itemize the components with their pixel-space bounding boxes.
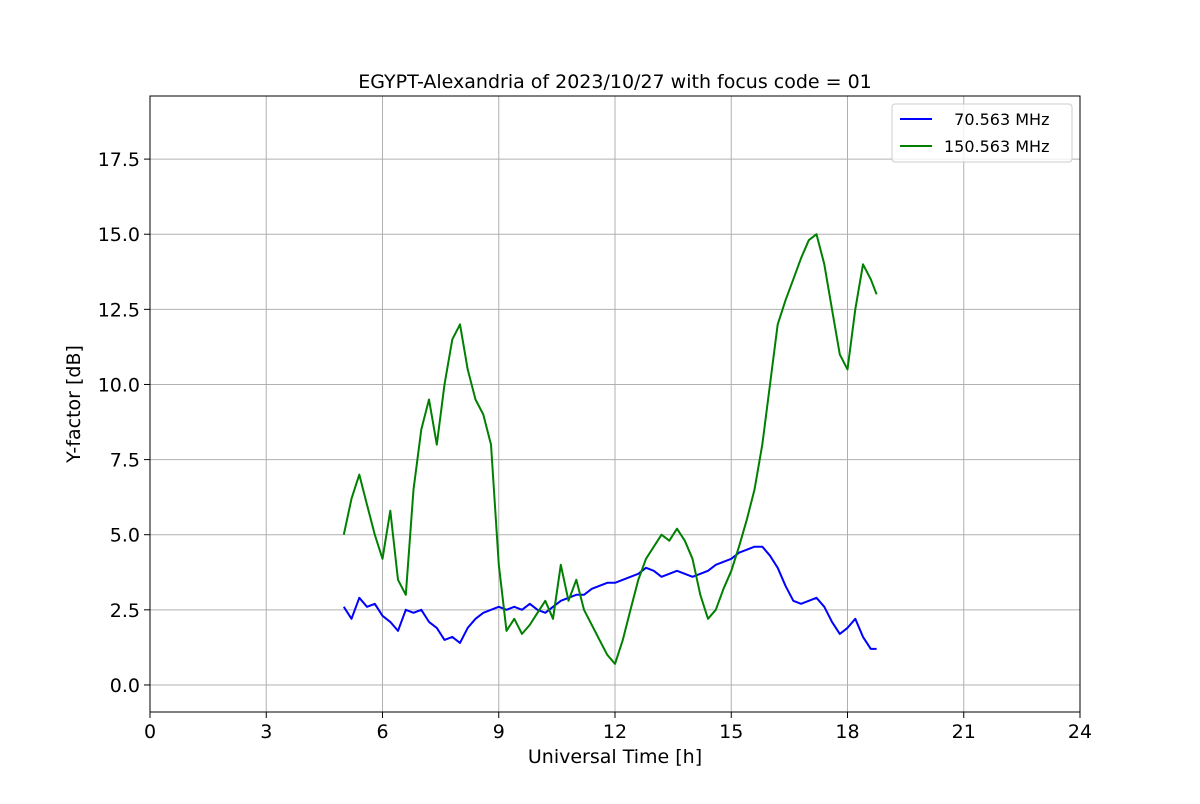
x-tick-label: 3: [260, 721, 272, 743]
x-axis-ticks: 0 3 6 9 12 15 18 21 24: [144, 712, 1092, 743]
legend-box: [891, 103, 1073, 163]
series-line-70mhz: [342, 545, 877, 650]
x-tick-label: 15: [719, 721, 743, 743]
y-tick-label: 0.0: [110, 675, 140, 697]
y-tick-label: 5.0: [110, 525, 140, 547]
chart-title: EGYPT-Alexandria of 2023/10/27 with focu…: [358, 71, 872, 93]
x-tick-label: 9: [493, 721, 505, 743]
x-tick-label: 12: [603, 721, 627, 743]
y-axis-label: Y-factor [dB]: [63, 345, 85, 464]
x-tick-label: 6: [376, 721, 388, 743]
y-tick-label: 7.5: [110, 450, 140, 472]
y-tick-label: 2.5: [110, 600, 140, 622]
x-tick-label: 24: [1068, 721, 1092, 743]
series-line-150mhz: [342, 233, 878, 665]
x-tick-label: 21: [952, 721, 976, 743]
y-axis-ticks: 0.0 2.5 5.0 7.5 10.0 12.5 15.0 17.5: [98, 149, 150, 697]
y-tick-label: 12.5: [98, 299, 140, 321]
plot-area: [342, 233, 878, 665]
legend-label-150mhz: 150.563 MHz: [944, 137, 1049, 156]
grid: [149, 96, 1081, 712]
x-axis-label: Universal Time [h]: [528, 746, 702, 768]
y-tick-label: 17.5: [98, 149, 140, 171]
legend-label-70mhz: 70.563 MHz: [944, 110, 1049, 129]
legend: 70.563 MHz 150.563 MHz: [891, 103, 1073, 163]
x-tick-label: 0: [144, 721, 156, 743]
y-tick-label: 10.0: [98, 374, 140, 396]
x-tick-label: 18: [835, 721, 859, 743]
y-tick-label: 15.0: [98, 224, 140, 246]
